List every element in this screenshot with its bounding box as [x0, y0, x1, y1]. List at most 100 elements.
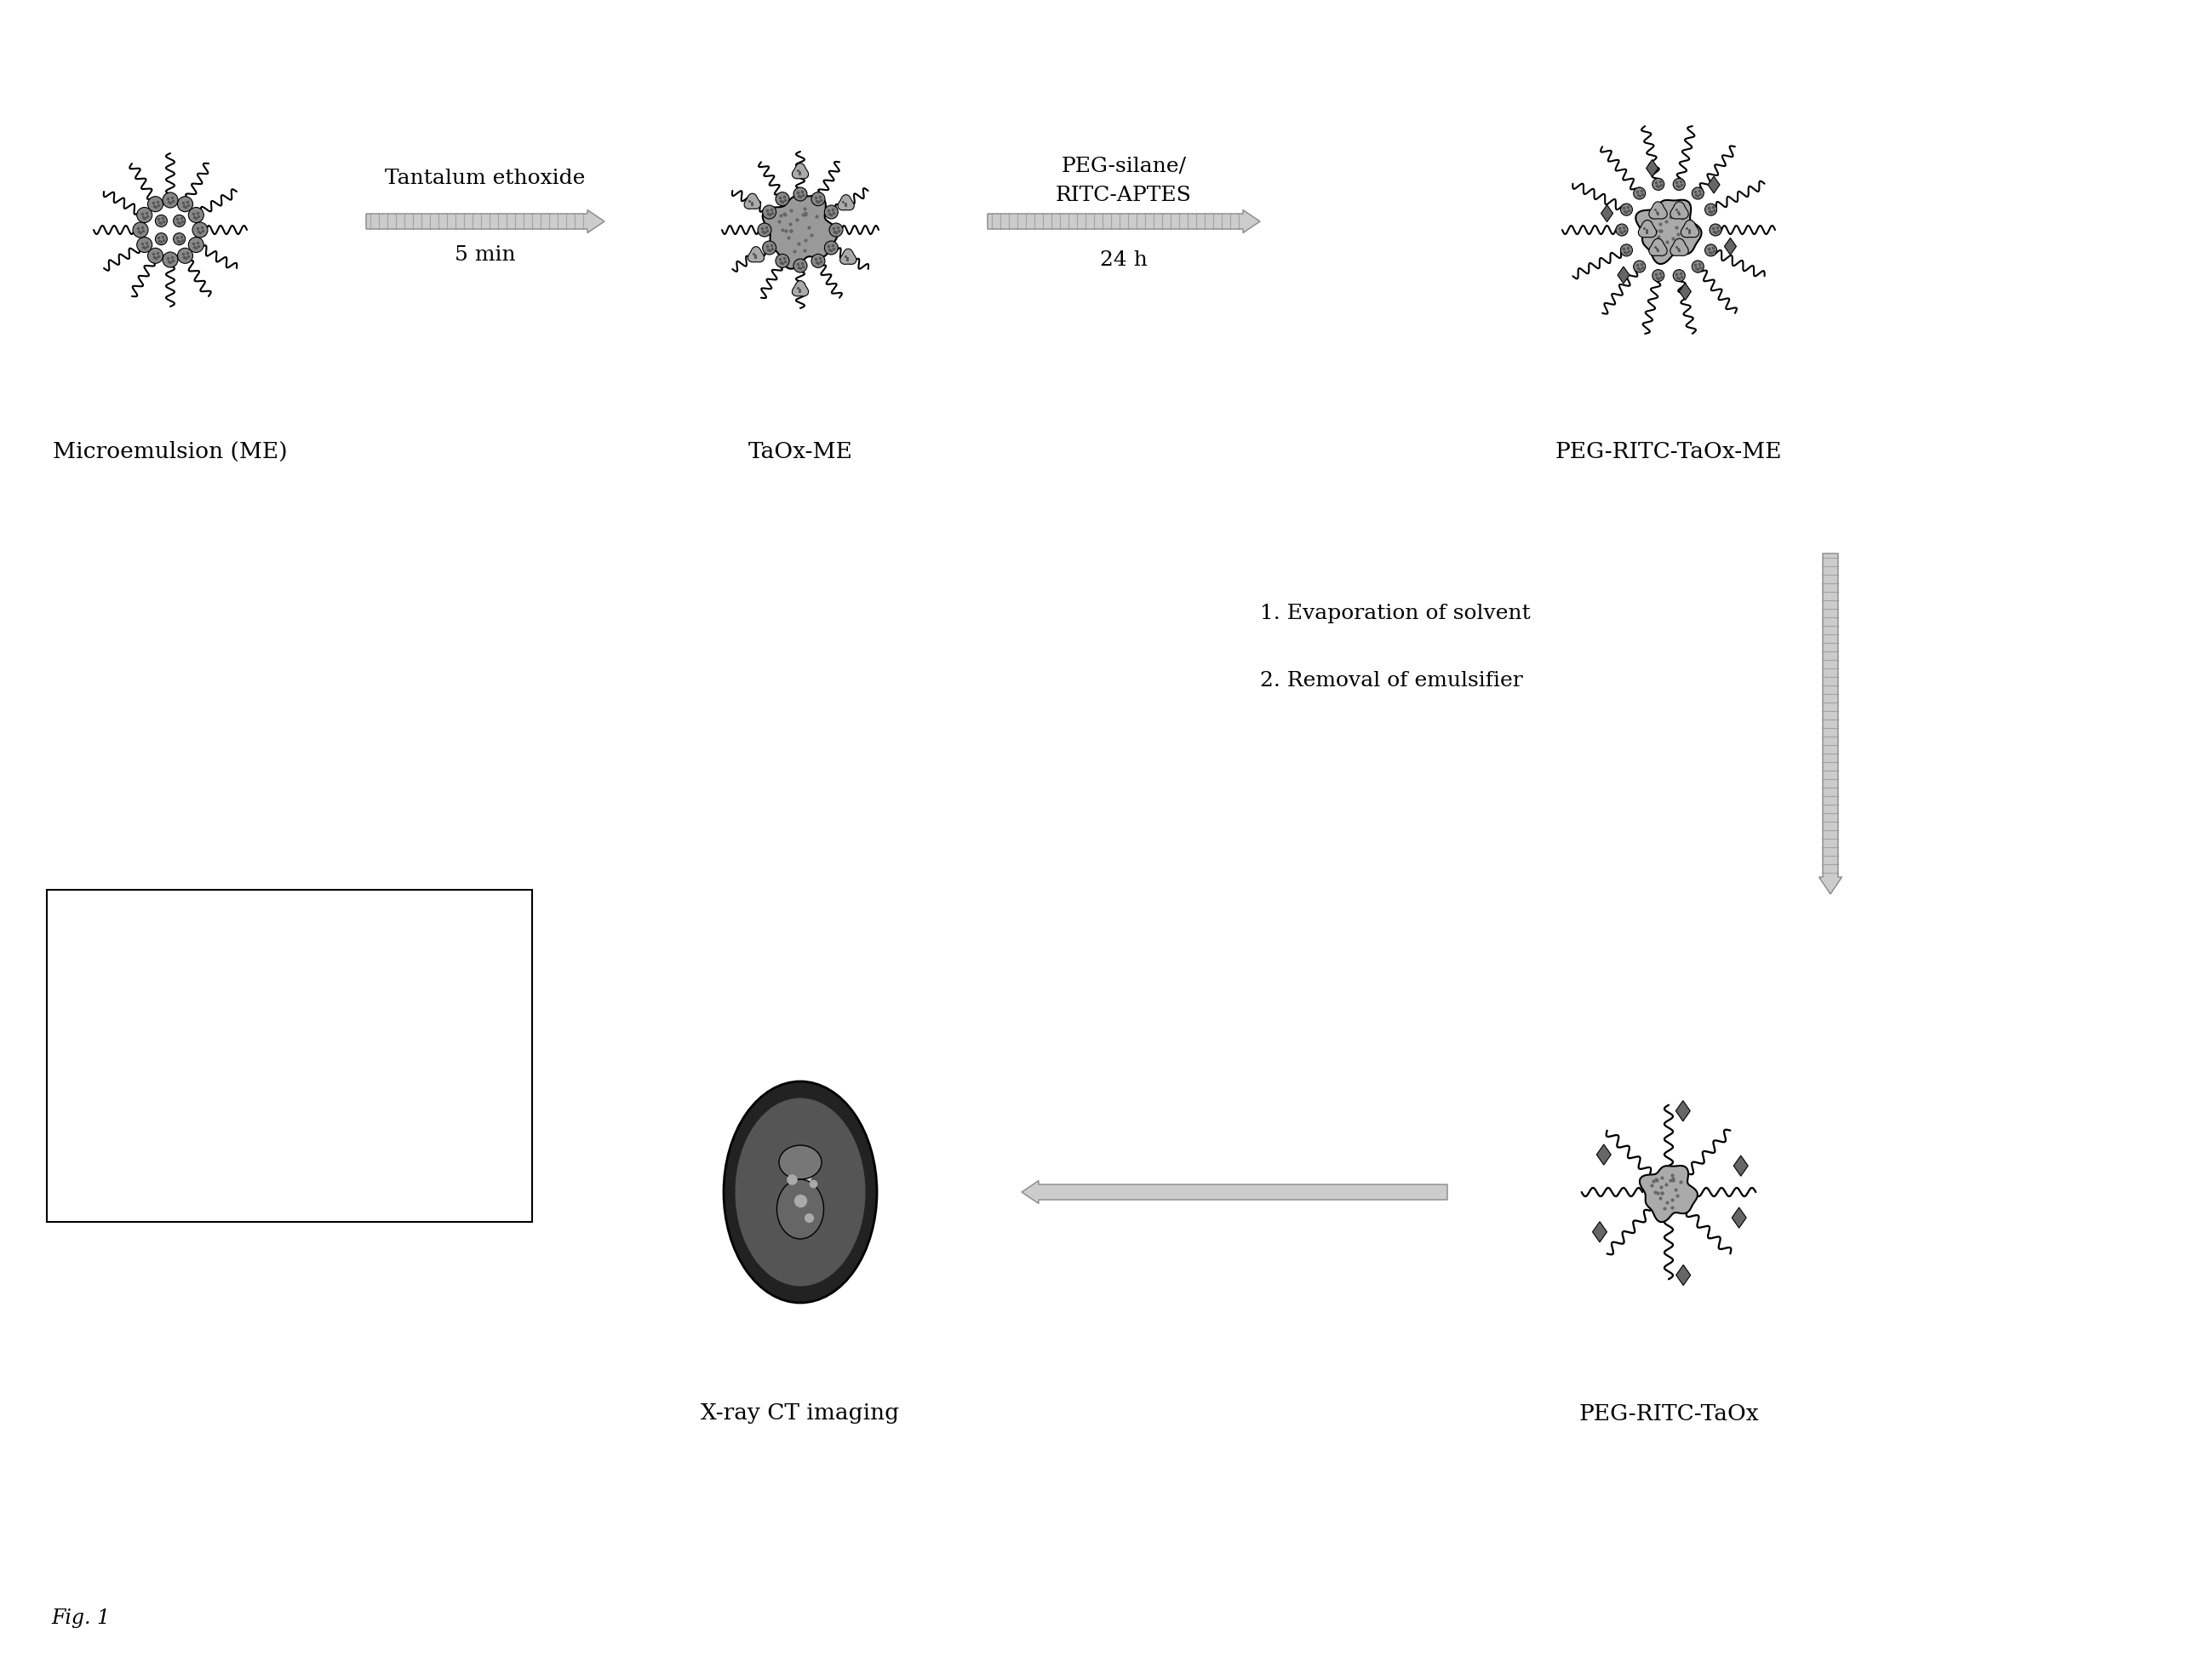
- Text: TaOx: TaOx: [118, 1149, 168, 1168]
- FancyArrow shape: [987, 210, 1260, 234]
- Polygon shape: [1733, 1156, 1748, 1176]
- Circle shape: [155, 234, 166, 245]
- Circle shape: [162, 193, 177, 208]
- FancyBboxPatch shape: [46, 890, 532, 1221]
- Ellipse shape: [735, 1099, 866, 1287]
- Text: +: +: [68, 1072, 85, 1092]
- Circle shape: [1621, 244, 1632, 255]
- Text: TaOx-ME: TaOx-ME: [748, 440, 853, 462]
- Text: PEG-RITC-TaOx-ME: PEG-RITC-TaOx-ME: [1556, 440, 1781, 462]
- Circle shape: [825, 205, 838, 218]
- Text: Microemulsion (ME): Microemulsion (ME): [53, 440, 287, 462]
- Text: 2. Removal of emulsifier: 2. Removal of emulsifier: [1260, 672, 1523, 690]
- Circle shape: [812, 254, 825, 267]
- Text: PEG-RITC-TaOx: PEG-RITC-TaOx: [1578, 1403, 1759, 1425]
- Text: +: +: [68, 1003, 85, 1023]
- Text: X-ray CT imaging: X-ray CT imaging: [700, 1403, 899, 1425]
- Text: 5 min: 5 min: [455, 245, 516, 265]
- Polygon shape: [1602, 205, 1613, 222]
- Circle shape: [1709, 223, 1722, 235]
- Text: 1. Evaporation of solvent: 1. Evaporation of solvent: [1260, 603, 1532, 623]
- Circle shape: [193, 222, 208, 237]
- Ellipse shape: [724, 1082, 877, 1302]
- Polygon shape: [74, 1142, 103, 1169]
- Polygon shape: [1639, 220, 1656, 237]
- Circle shape: [794, 259, 807, 272]
- Circle shape: [138, 237, 153, 252]
- Polygon shape: [1733, 1208, 1746, 1228]
- Text: Emulsifier (Igepal CO-520): Emulsifier (Igepal CO-520): [118, 936, 379, 954]
- Circle shape: [173, 234, 186, 245]
- FancyArrow shape: [1022, 1181, 1446, 1203]
- Circle shape: [149, 197, 164, 212]
- Circle shape: [133, 222, 149, 237]
- Circle shape: [188, 207, 203, 223]
- Circle shape: [155, 215, 166, 227]
- Polygon shape: [744, 193, 761, 208]
- Polygon shape: [1680, 220, 1700, 237]
- Circle shape: [1674, 178, 1685, 190]
- Circle shape: [1652, 269, 1665, 282]
- Circle shape: [761, 205, 777, 218]
- Polygon shape: [1650, 202, 1667, 218]
- Circle shape: [162, 252, 177, 267]
- Ellipse shape: [777, 1179, 823, 1238]
- Polygon shape: [840, 249, 856, 264]
- Polygon shape: [1637, 200, 1702, 264]
- Circle shape: [70, 939, 81, 951]
- Polygon shape: [838, 195, 853, 210]
- Polygon shape: [90, 1072, 105, 1092]
- Polygon shape: [1597, 1144, 1610, 1164]
- Polygon shape: [792, 281, 807, 296]
- Text: 24 h: 24 h: [1101, 250, 1147, 269]
- Circle shape: [775, 254, 790, 267]
- Circle shape: [1704, 244, 1718, 255]
- Polygon shape: [1639, 1166, 1698, 1221]
- Circle shape: [1617, 223, 1628, 235]
- Polygon shape: [1724, 239, 1737, 255]
- Circle shape: [149, 249, 164, 264]
- Circle shape: [1621, 203, 1632, 215]
- Ellipse shape: [779, 1146, 820, 1179]
- Circle shape: [188, 237, 203, 252]
- Polygon shape: [1669, 202, 1689, 218]
- Circle shape: [1652, 178, 1665, 190]
- Text: Fig. 1: Fig. 1: [50, 1608, 109, 1628]
- Polygon shape: [1678, 282, 1691, 301]
- Polygon shape: [1676, 1100, 1689, 1121]
- Circle shape: [757, 223, 772, 237]
- Circle shape: [1634, 188, 1645, 200]
- Circle shape: [794, 188, 807, 202]
- FancyArrow shape: [365, 210, 604, 234]
- Polygon shape: [792, 163, 807, 178]
- Text: RITC-APTES: RITC-APTES: [118, 1072, 241, 1090]
- Circle shape: [829, 223, 842, 237]
- Circle shape: [177, 197, 193, 212]
- Polygon shape: [1593, 1221, 1606, 1242]
- Text: PEG-silane: PEG-silane: [127, 1005, 232, 1023]
- FancyArrow shape: [1818, 553, 1842, 894]
- Polygon shape: [1676, 1265, 1691, 1285]
- Polygon shape: [1645, 160, 1659, 176]
- Circle shape: [775, 192, 790, 205]
- Polygon shape: [1709, 176, 1720, 193]
- Circle shape: [173, 215, 186, 227]
- Polygon shape: [748, 247, 764, 262]
- Text: Tantalum ethoxide: Tantalum ethoxide: [385, 170, 586, 188]
- Circle shape: [1704, 203, 1718, 215]
- Polygon shape: [1669, 239, 1689, 255]
- Circle shape: [825, 240, 838, 255]
- Circle shape: [761, 240, 777, 255]
- Polygon shape: [1650, 239, 1667, 255]
- Text: RITC-APTES: RITC-APTES: [1057, 186, 1192, 205]
- Polygon shape: [1617, 267, 1630, 284]
- Circle shape: [1634, 260, 1645, 272]
- Circle shape: [812, 192, 825, 205]
- Circle shape: [1674, 269, 1685, 282]
- Circle shape: [1691, 260, 1704, 272]
- Polygon shape: [764, 195, 838, 269]
- Text: PEG-silane/: PEG-silane/: [1061, 156, 1186, 176]
- Circle shape: [1691, 188, 1704, 200]
- Circle shape: [138, 207, 153, 223]
- Circle shape: [177, 249, 193, 264]
